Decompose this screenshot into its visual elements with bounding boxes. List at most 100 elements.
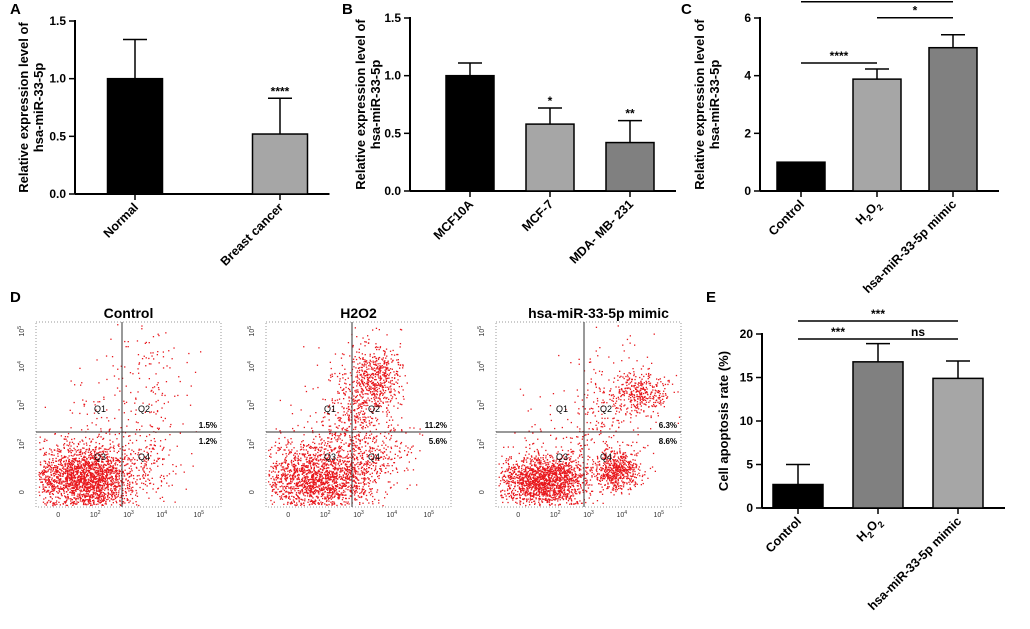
y-axis-label: Relative expression level ofhsa-miR-33-5…	[16, 22, 46, 193]
event-dot	[360, 379, 362, 382]
event-dot	[49, 493, 51, 495]
event-dot	[98, 454, 100, 457]
event-dot	[399, 343, 402, 345]
event-dot	[87, 478, 89, 480]
event-dot	[371, 391, 373, 393]
event-dot	[347, 461, 350, 463]
event-dot	[75, 482, 77, 484]
event-dot	[294, 471, 296, 474]
event-dot	[157, 488, 159, 490]
event-dot	[362, 358, 364, 360]
event-dot	[367, 379, 369, 381]
event-dot	[357, 466, 359, 468]
event-dot	[372, 461, 374, 463]
event-dot	[56, 470, 58, 472]
event-dot	[304, 480, 306, 482]
event-dot	[102, 470, 104, 472]
event-dot	[102, 456, 104, 459]
event-dot	[85, 490, 87, 492]
event-dot	[40, 472, 42, 474]
event-dot	[386, 397, 388, 399]
event-dot	[278, 449, 280, 451]
event-dot	[315, 478, 317, 480]
event-dot	[356, 381, 358, 383]
event-dot	[348, 400, 350, 402]
event-dot	[46, 476, 48, 478]
event-dot	[356, 457, 358, 460]
event-dot	[384, 392, 386, 394]
event-dot	[51, 464, 53, 466]
event-dot	[156, 354, 158, 356]
event-dot	[330, 429, 332, 431]
event-dot	[343, 449, 345, 452]
event-dot	[104, 464, 106, 466]
event-dot	[326, 467, 328, 469]
event-dot	[376, 384, 378, 387]
event-dot	[338, 416, 340, 419]
event-dot	[88, 482, 91, 484]
event-dot	[400, 329, 403, 331]
event-dot	[129, 485, 131, 488]
event-dot	[390, 380, 392, 382]
event-dot	[131, 470, 133, 472]
event-dot	[272, 489, 274, 491]
event-dot	[377, 384, 379, 386]
event-dot	[359, 358, 361, 360]
event-dot	[354, 418, 356, 420]
event-dot	[296, 487, 298, 490]
event-dot	[353, 409, 355, 411]
event-dot	[339, 456, 341, 458]
event-dot	[331, 494, 333, 496]
event-dot	[174, 501, 176, 503]
event-dot	[361, 376, 363, 379]
event-dot	[343, 489, 345, 492]
event-dot	[99, 494, 101, 496]
event-dot	[62, 473, 64, 475]
event-dot	[65, 500, 68, 502]
event-dot	[335, 488, 338, 491]
event-dot	[361, 488, 363, 490]
event-dot	[110, 484, 112, 486]
event-dot	[365, 375, 367, 377]
event-dot	[285, 467, 287, 469]
event-dot	[399, 375, 401, 377]
event-dot	[373, 397, 375, 399]
event-dot	[296, 504, 298, 506]
event-dot	[84, 499, 86, 501]
event-dot	[351, 456, 354, 459]
event-dot	[132, 502, 134, 504]
event-dot	[123, 484, 125, 486]
event-dot	[101, 487, 103, 489]
event-dot	[48, 479, 51, 481]
event-dot	[92, 487, 94, 490]
event-dot	[58, 450, 60, 452]
event-dot	[115, 490, 117, 492]
event-dot	[372, 369, 374, 371]
event-dot	[366, 385, 369, 387]
event-dot	[67, 433, 70, 435]
event-dot	[175, 465, 177, 468]
x-tick-label: Control	[766, 197, 807, 238]
event-dot	[102, 499, 104, 501]
event-dot	[366, 402, 368, 404]
event-dot	[308, 454, 310, 457]
event-dot	[274, 445, 276, 447]
event-dot	[79, 489, 81, 491]
event-dot	[95, 441, 97, 444]
event-dot	[285, 459, 287, 462]
event-dot	[81, 471, 83, 474]
event-dot	[93, 461, 95, 463]
event-dot	[50, 484, 52, 486]
event-dot	[285, 487, 287, 489]
event-dot	[373, 390, 375, 392]
event-dot	[83, 473, 85, 475]
event-dot	[148, 497, 150, 499]
event-dot	[152, 488, 154, 490]
event-dot	[334, 473, 336, 475]
event-dot	[277, 481, 279, 483]
event-dot	[340, 357, 343, 359]
bar-h2o2	[852, 361, 904, 509]
y-tick-label: 15	[740, 371, 754, 385]
event-dot	[309, 445, 311, 447]
